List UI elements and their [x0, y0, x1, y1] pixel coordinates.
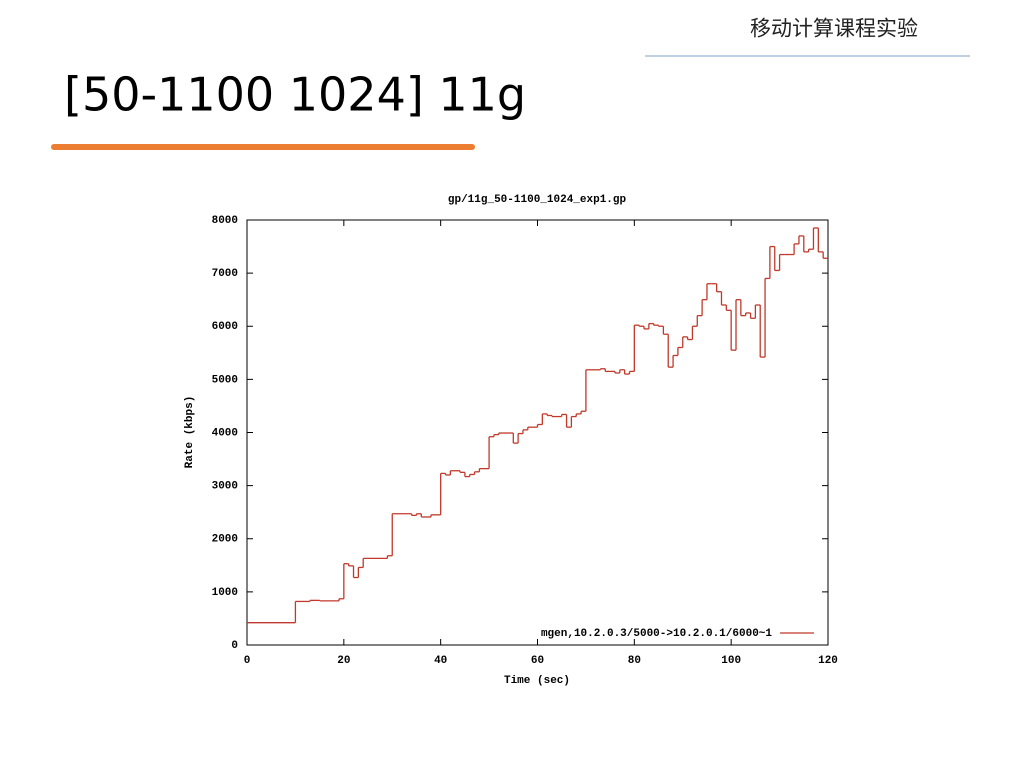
- y-tick-label: 1000: [212, 587, 238, 599]
- y-tick-label: 8000: [212, 215, 238, 227]
- y-tick-label: 4000: [212, 427, 238, 439]
- y-tick-label: 5000: [212, 374, 238, 386]
- y-tick-label: 3000: [212, 481, 238, 493]
- y-axis-label: Rate (kbps): [184, 396, 196, 469]
- x-tick-label: 80: [628, 655, 641, 667]
- x-tick-label: 40: [434, 655, 447, 667]
- plot-frame: [246, 219, 829, 646]
- x-tick-label: 20: [337, 655, 350, 667]
- y-tick-label: 0: [231, 640, 238, 652]
- slide-title: [50-1100 1024] 11g: [64, 68, 526, 122]
- x-tick-label: 100: [721, 655, 741, 667]
- y-tick-label: 2000: [212, 534, 238, 546]
- x-tick-label: 120: [818, 655, 838, 667]
- chart-title: gp/11g_50-1100_1024_exp1.gp: [448, 194, 627, 206]
- x-axis-label: Time (sec): [504, 675, 570, 687]
- y-tick-label: 6000: [212, 321, 238, 333]
- slide-header: 移动计算课程实验: [750, 17, 918, 41]
- legend-label: mgen,10.2.0.3/5000->10.2.0.1/6000~1: [541, 628, 772, 640]
- y-tick-label: 7000: [212, 268, 238, 280]
- x-tick-label: 0: [244, 655, 251, 667]
- x-tick-label: 60: [531, 655, 544, 667]
